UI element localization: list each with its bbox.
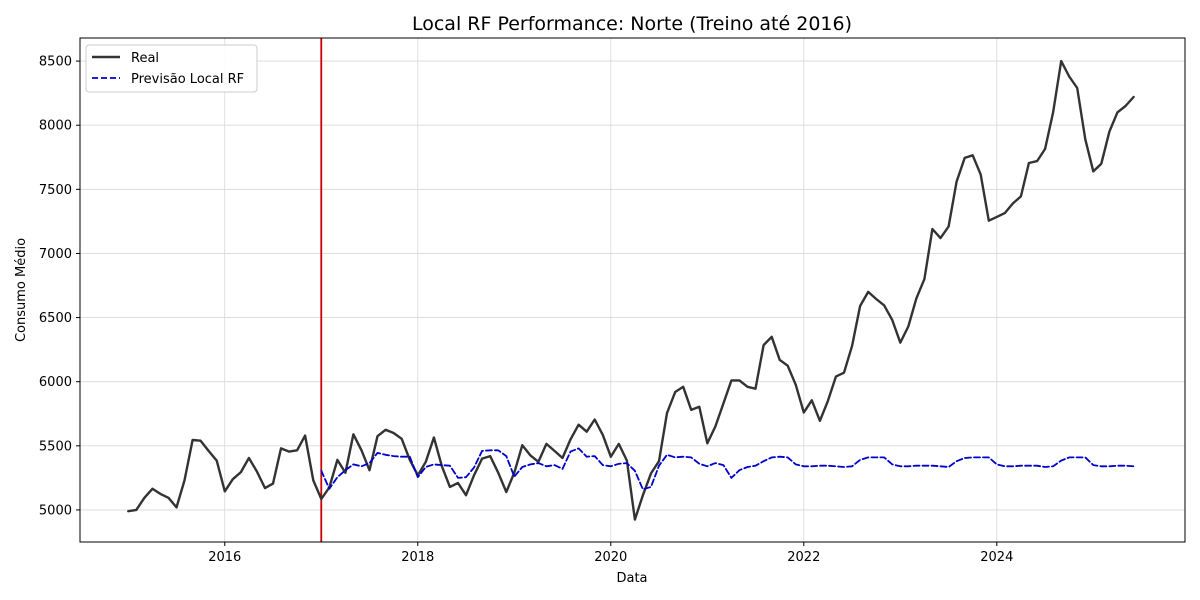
y-tick-label: 5000 <box>39 503 72 518</box>
x-axis-label: Data <box>616 571 647 586</box>
legend: Real Previsão Local RF <box>85 44 258 93</box>
series-line-forecast <box>320 447 1135 491</box>
grid-lines <box>80 38 1185 542</box>
plot-background <box>80 38 1185 542</box>
legend-label-forecast: Previsão Local RF <box>131 72 244 87</box>
legend-box <box>85 44 258 93</box>
chart-title: Local RF Performance: Norte (Treino até … <box>412 13 852 35</box>
series-layer <box>127 59 1135 521</box>
y-axis-label: Consumo Médio <box>14 238 29 342</box>
x-tick-label: 2018 <box>401 550 434 565</box>
y-tick-label: 7500 <box>39 183 72 198</box>
legend-label-real: Real <box>131 51 159 66</box>
y-axis-ticks: 5000 5500 6000 6500 7000 7500 8000 8500 <box>39 55 80 518</box>
x-tick-label: 2022 <box>787 550 820 565</box>
x-tick-label: 2020 <box>594 550 627 565</box>
plot-area <box>79 37 1186 543</box>
y-tick-label: 6000 <box>39 375 72 390</box>
y-tick-label: 6500 <box>39 311 72 326</box>
y-tick-label: 8500 <box>39 55 72 70</box>
x-tick-label: 2016 <box>208 550 241 565</box>
y-tick-label: 5500 <box>39 439 72 454</box>
y-tick-label: 8000 <box>39 119 72 134</box>
series-line-real <box>127 59 1135 521</box>
plot-frame <box>79 37 1186 543</box>
y-tick-label: 7000 <box>39 247 72 262</box>
x-tick-label: 2024 <box>980 550 1013 565</box>
x-axis-ticks: 2016 2018 2020 2022 2024 <box>208 542 1013 565</box>
